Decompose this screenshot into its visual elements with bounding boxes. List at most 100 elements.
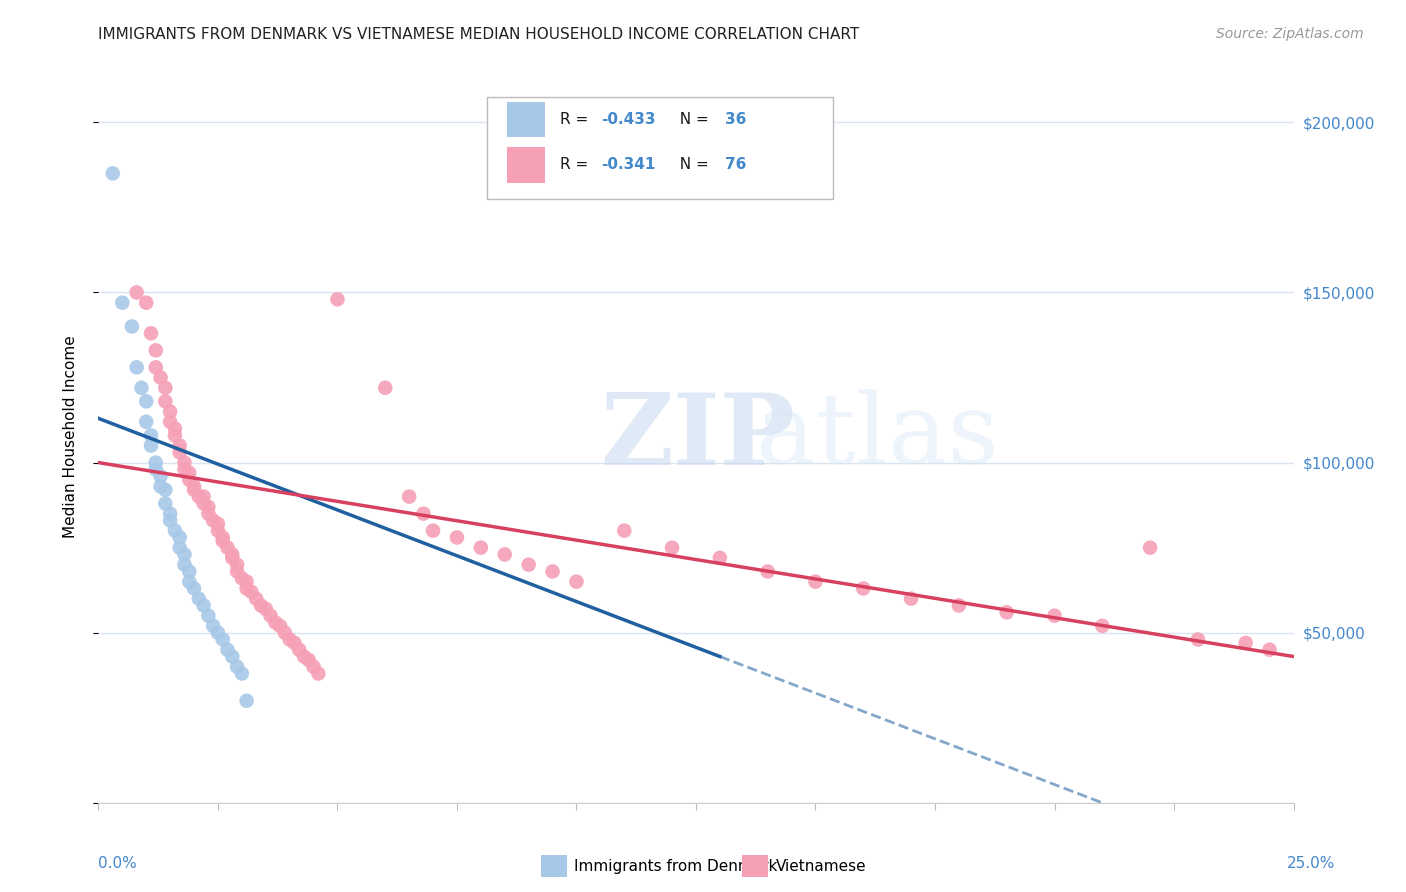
Point xyxy=(111,295,134,310)
Point xyxy=(135,394,157,409)
Point xyxy=(193,496,215,510)
Point xyxy=(217,642,239,657)
Point xyxy=(221,548,243,562)
Point xyxy=(125,360,148,375)
Point xyxy=(125,285,148,300)
Point xyxy=(145,360,167,375)
Point xyxy=(211,632,233,647)
Point xyxy=(139,439,162,453)
Point xyxy=(159,507,181,521)
Point xyxy=(149,479,172,493)
Point xyxy=(226,565,249,579)
Text: R =: R = xyxy=(560,158,593,172)
Text: Immigrants from Denmark: Immigrants from Denmark xyxy=(574,859,778,873)
Point xyxy=(307,666,329,681)
Point xyxy=(135,295,157,310)
Point xyxy=(226,558,249,572)
Point xyxy=(207,524,229,538)
Point xyxy=(159,513,181,527)
Point xyxy=(187,591,209,606)
Text: N =: N = xyxy=(669,158,713,172)
Point xyxy=(211,531,233,545)
Point xyxy=(804,574,827,589)
Point xyxy=(470,541,492,555)
Point xyxy=(235,694,257,708)
Point xyxy=(278,632,301,647)
Text: Vietnamese: Vietnamese xyxy=(776,859,866,873)
Point xyxy=(231,666,253,681)
Point xyxy=(446,531,468,545)
Text: 25.0%: 25.0% xyxy=(1288,856,1336,871)
Point xyxy=(274,625,297,640)
Point xyxy=(283,636,305,650)
Text: 36: 36 xyxy=(724,112,747,127)
Point xyxy=(231,571,253,585)
Point xyxy=(398,490,420,504)
Point xyxy=(269,619,291,633)
Point xyxy=(235,574,257,589)
Point xyxy=(565,574,588,589)
Point xyxy=(139,326,162,341)
Point xyxy=(288,642,311,657)
Point xyxy=(155,381,177,395)
Point xyxy=(121,319,143,334)
Point xyxy=(149,469,172,483)
Point xyxy=(541,565,564,579)
Point xyxy=(661,541,683,555)
Point xyxy=(517,558,540,572)
Point xyxy=(235,582,257,596)
Point xyxy=(163,524,186,538)
Point xyxy=(494,548,516,562)
Y-axis label: Median Household Income: Median Household Income xyxy=(63,335,77,539)
Point xyxy=(173,548,195,562)
Point xyxy=(155,483,177,497)
Point xyxy=(1234,636,1257,650)
Point xyxy=(183,479,205,493)
Point xyxy=(163,428,186,442)
Point xyxy=(163,421,186,435)
Point xyxy=(250,599,273,613)
Point xyxy=(179,565,201,579)
Point xyxy=(298,653,321,667)
Point xyxy=(374,381,396,395)
Point xyxy=(183,483,205,497)
Point xyxy=(139,428,162,442)
Point xyxy=(202,513,225,527)
Text: Source: ZipAtlas.com: Source: ZipAtlas.com xyxy=(1216,27,1364,41)
Point xyxy=(135,415,157,429)
Text: R =: R = xyxy=(560,112,593,127)
Point xyxy=(221,550,243,565)
Point xyxy=(159,404,181,418)
Point xyxy=(254,602,277,616)
Point xyxy=(159,415,181,429)
Point xyxy=(197,500,219,514)
Point xyxy=(145,456,167,470)
Point xyxy=(197,507,219,521)
Point xyxy=(173,456,195,470)
Point xyxy=(101,166,124,180)
Point xyxy=(326,293,349,307)
Point xyxy=(197,608,219,623)
Point xyxy=(1139,541,1161,555)
Point xyxy=(226,659,249,673)
Point xyxy=(145,462,167,476)
Point xyxy=(264,615,287,630)
Point xyxy=(207,516,229,531)
Point xyxy=(169,445,191,459)
Point xyxy=(179,574,201,589)
Point xyxy=(155,394,177,409)
Text: 0.0%: 0.0% xyxy=(98,856,138,871)
Point xyxy=(709,550,731,565)
Point xyxy=(412,507,434,521)
Point xyxy=(1043,608,1066,623)
Point xyxy=(900,591,922,606)
Point xyxy=(202,619,225,633)
Point xyxy=(207,625,229,640)
Point xyxy=(302,659,325,673)
Point xyxy=(169,439,191,453)
Point xyxy=(422,524,444,538)
Point xyxy=(259,608,281,623)
Point xyxy=(183,582,205,596)
Point xyxy=(179,473,201,487)
Text: IMMIGRANTS FROM DENMARK VS VIETNAMESE MEDIAN HOUSEHOLD INCOME CORRELATION CHART: IMMIGRANTS FROM DENMARK VS VIETNAMESE ME… xyxy=(98,27,859,42)
